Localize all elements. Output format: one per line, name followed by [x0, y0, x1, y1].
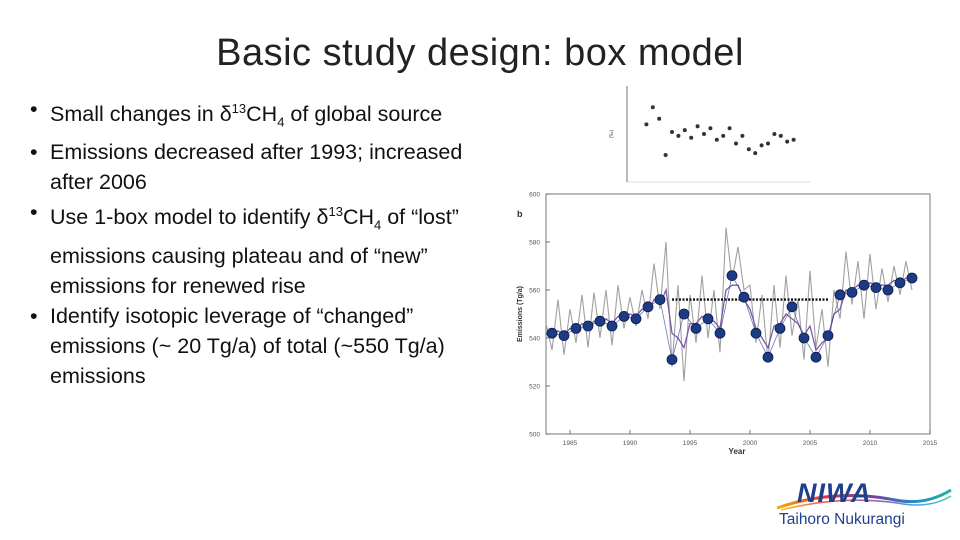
logo-swoosh-graphic [776, 488, 952, 511]
annual-marker [882, 284, 894, 296]
panel-label-b: b [517, 209, 523, 219]
annual-marker [654, 294, 666, 306]
y-tick-label: 560 [529, 288, 540, 295]
annual-marker [546, 327, 558, 339]
annual-marker [870, 282, 882, 294]
annual-marker [642, 301, 654, 313]
inset-point [676, 133, 681, 138]
inset-point [791, 137, 796, 142]
slide-title: Basic study design: box model [216, 32, 744, 74]
inset-point [772, 132, 777, 136]
plot-frame [545, 193, 931, 435]
x-tick-label: 1995 [683, 440, 698, 447]
inset-point [721, 133, 726, 138]
y-tick-label: 500 [529, 432, 540, 439]
inset-point [714, 137, 719, 142]
annual-marker [558, 330, 570, 342]
isotope-inset-panel: (‰) [609, 86, 810, 183]
x-tick-label: 2010 [863, 440, 878, 447]
x-tick-label: 2015 [923, 440, 938, 447]
y-tick-label: 580 [529, 240, 540, 247]
y-axis-label: Emissions (Tg/a) [517, 286, 524, 342]
annual-marker [702, 313, 714, 325]
inset-point [644, 122, 649, 127]
inset-point [689, 135, 694, 140]
annual-marker [678, 308, 690, 320]
annual-marker [690, 322, 702, 334]
y-tick-label: 520 [529, 384, 540, 391]
annual-marker [750, 327, 762, 339]
inset-point [708, 126, 713, 131]
inset-point [753, 151, 758, 156]
bullet-item: Use 1-box model to identify δ13CH4 of “l… [28, 197, 498, 300]
bullet-item: Small changes in δ13CH4 of global source [28, 94, 498, 137]
annual-marker [906, 272, 918, 284]
series-line [545, 227, 913, 382]
inset-ylabel: (‰) [609, 130, 615, 139]
inset-point [740, 133, 745, 138]
annual-marker [738, 291, 750, 303]
annual-marker [714, 327, 726, 339]
emissions-main-panel: b 500 520 540 560 580 600 1985 1990 1995 2000 200… [517, 192, 938, 457]
annual-marker [894, 277, 906, 289]
annual-marker [786, 301, 798, 313]
logo-wordmark: NIWA [797, 478, 872, 508]
annual-marker [822, 330, 834, 342]
annual-marker [726, 270, 738, 282]
x-tick-label: 2000 [743, 440, 758, 447]
bullet-item: Emissions decreased after 1993; increase… [28, 137, 498, 197]
y-tick-label: 540 [529, 336, 540, 343]
inset-point [759, 143, 764, 148]
inset-point [727, 126, 732, 131]
x-axis-label: Year [729, 447, 746, 456]
annual-marker [570, 322, 582, 334]
annual-marker [762, 351, 774, 363]
inset-point [785, 139, 790, 144]
inset-point [657, 116, 662, 121]
annual-marker [618, 310, 630, 322]
annual-marker [810, 351, 822, 363]
inset-point [702, 132, 706, 136]
bullet-list: Small changes in δ13CH4 of global source… [28, 94, 498, 391]
annual-marker-line [551, 274, 913, 360]
bullet-item: Identify isotopic leverage of “changed” … [28, 301, 498, 391]
inset-point [746, 147, 751, 152]
annual-marker [798, 332, 810, 344]
logo-tagline: Taihoro Nukurangi [779, 511, 905, 528]
inset-point [663, 153, 668, 157]
annual-marker [582, 320, 594, 332]
inset-point [682, 128, 687, 133]
annual-marker [774, 322, 786, 334]
annual-marker [666, 354, 678, 366]
niwa-logo: NIWA Taihoro Nukurangi [775, 478, 955, 533]
inset-point [670, 130, 674, 134]
inset-point [695, 124, 700, 129]
inset-point [778, 133, 783, 138]
x-tick-label: 1990 [623, 440, 638, 447]
x-tick-label: 1985 [563, 440, 578, 447]
annual-marker [606, 320, 618, 332]
annual-marker [834, 289, 846, 301]
x-tick-label: 2005 [803, 440, 818, 447]
y-tick-label: 600 [529, 192, 540, 199]
inset-point [650, 105, 655, 110]
annual-marker [846, 286, 858, 298]
inset-point [766, 141, 770, 146]
inset-point [734, 141, 738, 146]
emissions-chart: (‰) b 500 520 540 560 580 600 1985 1990 1995 200… [517, 86, 938, 457]
annual-marker [858, 279, 870, 291]
annual-marker [594, 315, 606, 327]
annual-marker [630, 313, 642, 325]
